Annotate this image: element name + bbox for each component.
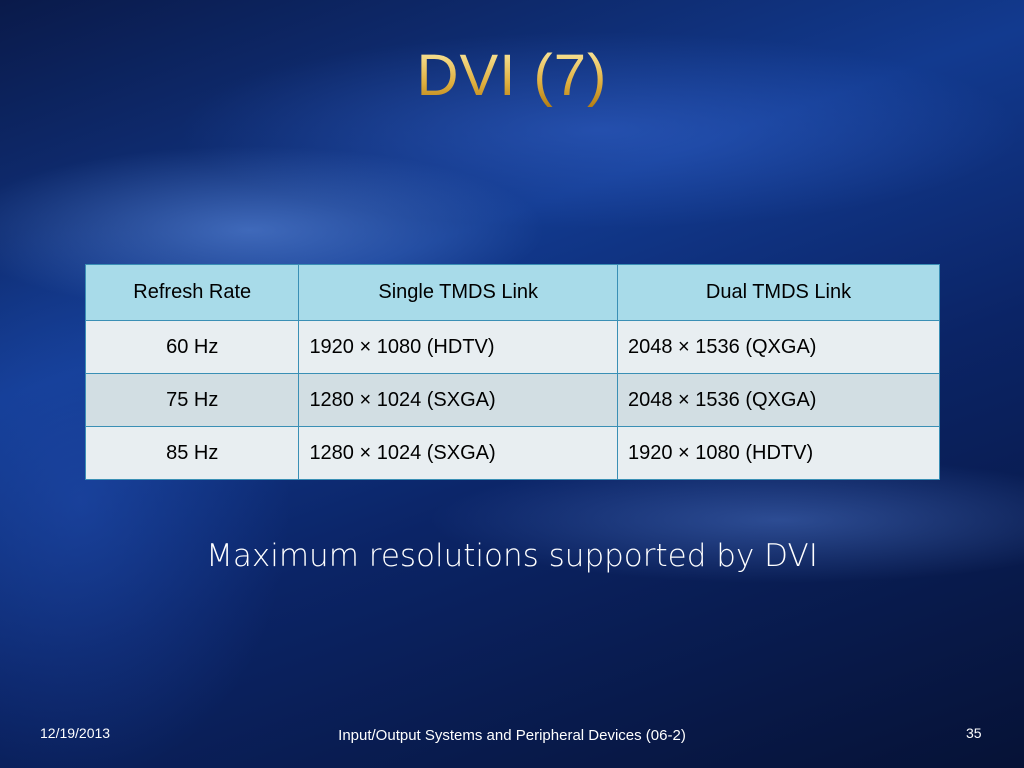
cell: 75 Hz <box>84 373 300 427</box>
cell: 1920 × 1080 (HDTV) <box>298 320 618 374</box>
cell: 1280 × 1024 (SXGA) <box>298 373 618 427</box>
row: 60 Hz 1920 × 1080 (HDTV) 2048 × 1536 (QX… <box>84 320 940 374</box>
row: 85 Hz 1280 × 1024 (SXGA) 1920 × 1080 (HD… <box>84 426 940 480</box>
footer-text: Input/Output Systems and Peripheral Devi… <box>338 727 686 744</box>
slide-title: DVI (7) <box>0 42 1024 109</box>
row: 75 Hz 1280 × 1024 (SXGA) 2048 × 1536 (QX… <box>84 373 940 427</box>
header-cell: Single TMDS Link <box>298 264 618 321</box>
table: Refresh Rate Single TMDS Link Dual TMDS … <box>84 264 940 480</box>
header-cell: Refresh Rate <box>84 264 300 321</box>
cell: 1280 × 1024 (SXGA) <box>298 426 618 480</box>
caption: Maximum resolutions supported by DVI <box>206 538 818 574</box>
slide-number: 35 <box>966 725 982 741</box>
cell: 2048 × 1536 (QXGA) <box>617 320 940 374</box>
cell: 1920 × 1080 (HDTV) <box>617 426 940 480</box>
header-row: Refresh Rate Single TMDS Link Dual TMDS … <box>84 264 940 321</box>
cell: 60 Hz <box>84 320 300 374</box>
footer-date: 12/19/2013 <box>40 725 111 741</box>
header-cell: Dual TMDS Link <box>617 264 940 321</box>
cell: 2048 × 1536 (QXGA) <box>617 373 940 427</box>
cell: 85 Hz <box>84 426 300 480</box>
